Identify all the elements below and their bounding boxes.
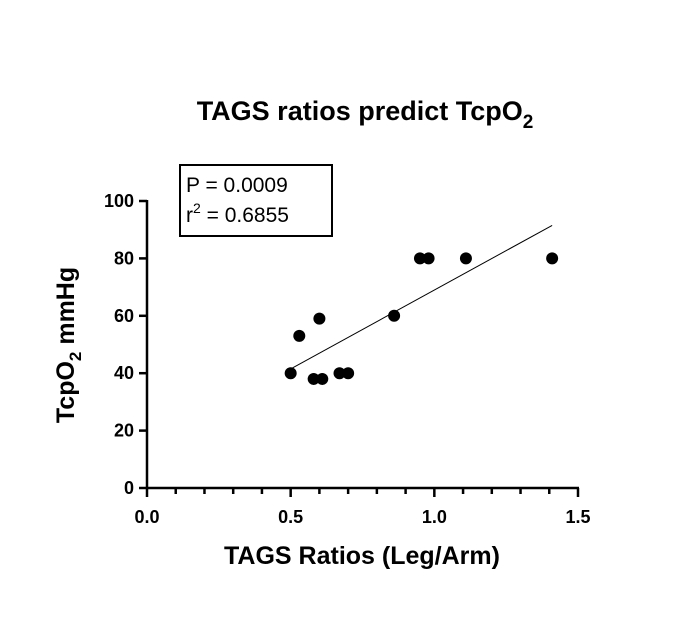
y-tick-label: 80 [114,248,134,268]
r-squared-value: = 0.6855 [201,204,289,227]
data-point [307,372,320,385]
chart-title: TAGS ratios predict TcpO2 [197,96,534,133]
data-point [293,329,306,342]
data-point [413,252,426,265]
y-axis-label: TcpO2 mmHg [52,267,85,423]
data-point [284,367,297,380]
chart-title-main: TAGS ratios predict TcpO [197,96,523,126]
data-point [546,252,559,265]
r-squared-prefix: r [186,204,193,227]
data-point [316,372,329,385]
regression-line [290,224,553,370]
axes [145,200,579,490]
data-point [459,252,472,265]
y-tick-label: 100 [104,191,134,211]
y-ticks: 0 20 40 60 80 100 [104,191,147,498]
stats-box: P = 0.0009 r2 = 0.6855 [179,164,333,237]
chart-title-subscript: 2 [523,112,534,133]
data-point [333,367,346,380]
y-axis-label-subscript: 2 [66,352,85,361]
data-point [313,312,326,325]
x-axis-label: TAGS Ratios (Leg/Arm) [224,542,500,570]
x-ticks: 0.0 0.5 1.0 1.5 [134,488,591,527]
x-tick-label: 0.0 [134,507,159,527]
stats-box-border [179,164,333,237]
y-tick-label: 20 [114,421,134,441]
y-axis-label-main: TcpO [52,361,80,423]
r-squared-text: r2 = 0.6855 [186,200,289,227]
y-tick-label: 60 [114,306,134,326]
data-point [422,252,435,265]
y-tick-label: 40 [114,363,134,383]
r-squared-superscript: 2 [193,200,201,216]
x-tick-label: 1.0 [422,507,447,527]
x-tick-label: 0.5 [278,507,303,527]
data-points [284,252,559,385]
y-axis-label-suffix: mmHg [52,267,80,352]
data-point [388,309,401,322]
y-tick-label: 0 [124,478,134,498]
x-tick-label: 1.5 [565,507,590,527]
data-point [342,367,355,380]
p-value-text: P = 0.0009 [186,174,288,197]
